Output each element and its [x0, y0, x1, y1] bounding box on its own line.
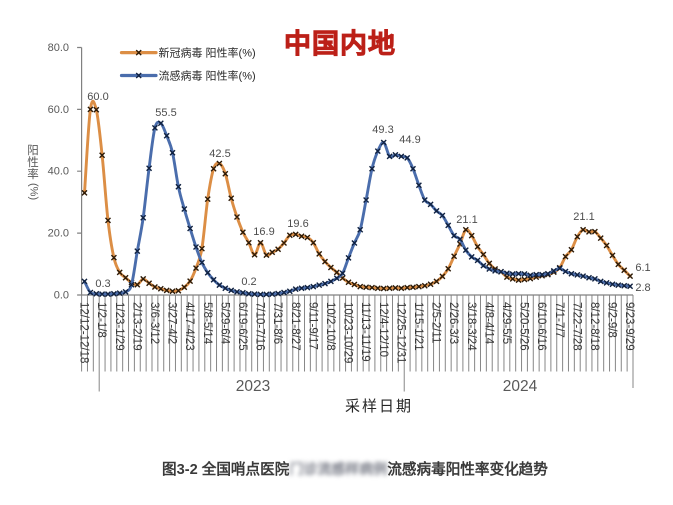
svg-text:10/23-10/29: 10/23-10/29: [342, 302, 354, 363]
svg-text:6.1: 6.1: [635, 262, 650, 274]
svg-text:42.5: 42.5: [209, 148, 230, 160]
svg-text:1/23-1/29: 1/23-1/29: [113, 302, 125, 351]
svg-text:60.0: 60.0: [48, 104, 69, 116]
svg-text:4/17-4/23: 4/17-4/23: [183, 302, 195, 351]
svg-text:12/4-12/10: 12/4-12/10: [377, 302, 389, 357]
svg-text:2024: 2024: [503, 378, 538, 395]
svg-text:12/12-12/18: 12/12-12/18: [78, 302, 90, 363]
svg-text:55.5: 55.5: [155, 107, 176, 119]
svg-text:21.1: 21.1: [573, 211, 594, 223]
svg-text:21.1: 21.1: [456, 214, 477, 226]
svg-text:8/21-8/27: 8/21-8/27: [289, 302, 301, 351]
svg-text:9/2-9/8: 9/2-9/8: [606, 302, 618, 338]
svg-text:1/15-1/21: 1/15-1/21: [412, 302, 424, 351]
svg-text:率: 率: [27, 167, 39, 181]
svg-text:11/13-11/19: 11/13-11/19: [359, 302, 371, 362]
svg-text:6/19-6/25: 6/19-6/25: [236, 302, 248, 351]
svg-text:流感病毒 阳性率(%): 流感病毒 阳性率(%): [159, 69, 256, 83]
svg-text:阳: 阳: [27, 144, 39, 157]
svg-text:4/29-5/5: 4/29-5/5: [500, 302, 512, 344]
svg-text:2/5-2/11: 2/5-2/11: [430, 302, 442, 343]
svg-text:7/22-7/28: 7/22-7/28: [570, 302, 582, 351]
svg-text:2/13-2/19: 2/13-2/19: [130, 302, 142, 351]
svg-text:20.0: 20.0: [48, 228, 69, 240]
svg-text:9/23-9/29: 9/23-9/29: [623, 302, 635, 351]
svg-text:采样日期: 采样日期: [345, 398, 413, 415]
svg-text:图3-2 全国哨点医院门诊流感样病例流感病毒阳性率变化趋势: 图3-2 全国哨点医院门诊流感样病例流感病毒阳性率变化趋势: [162, 460, 548, 478]
svg-text:5/8-5/14: 5/8-5/14: [201, 302, 213, 345]
svg-text:8/12-8/18: 8/12-8/18: [588, 302, 600, 351]
svg-text:2023: 2023: [236, 378, 270, 395]
svg-text:0.3: 0.3: [95, 278, 110, 290]
svg-text:12/25-12/31: 12/25-12/31: [394, 302, 406, 363]
svg-text:80.0: 80.0: [48, 42, 69, 54]
svg-text:3/6-3/12: 3/6-3/12: [148, 302, 160, 344]
svg-text:5/20-5/26: 5/20-5/26: [518, 302, 530, 351]
svg-text:性: 性: [27, 155, 39, 169]
svg-text:19.6: 19.6: [287, 218, 308, 230]
svg-text:40.0: 40.0: [48, 166, 69, 178]
svg-text:0.2: 0.2: [241, 276, 256, 288]
svg-text:4/8-4/14: 4/8-4/14: [482, 302, 494, 345]
svg-text:16.9: 16.9: [253, 226, 274, 238]
svg-text:5/29-6/4: 5/29-6/4: [218, 302, 230, 345]
svg-text:44.9: 44.9: [399, 134, 420, 146]
svg-text:49.3: 49.3: [372, 124, 393, 136]
svg-text:中国内地: 中国内地: [284, 29, 396, 59]
svg-text:2.8: 2.8: [635, 282, 650, 294]
svg-text:2/26-3/3: 2/26-3/3: [447, 302, 459, 344]
svg-text:1/2-1/8: 1/2-1/8: [95, 302, 107, 338]
svg-text:7/31-8/6: 7/31-8/6: [271, 302, 283, 344]
svg-text:3/18-3/24: 3/18-3/24: [465, 302, 477, 351]
svg-text:0.0: 0.0: [54, 289, 69, 301]
svg-text:新冠病毒 阳性率(%): 新冠病毒 阳性率(%): [159, 46, 256, 60]
svg-text:(%): (%): [28, 183, 40, 200]
svg-text:7/1-7/7: 7/1-7/7: [553, 302, 565, 338]
svg-text:10/2-10/8: 10/2-10/8: [324, 302, 336, 351]
svg-text:7/10-7/16: 7/10-7/16: [254, 302, 266, 351]
svg-text:60.0: 60.0: [87, 91, 108, 103]
svg-text:9/11-9/17: 9/11-9/17: [306, 302, 318, 350]
svg-text:6/10-6/16: 6/10-6/16: [535, 302, 547, 351]
svg-text:3/27-4/2: 3/27-4/2: [166, 302, 178, 344]
